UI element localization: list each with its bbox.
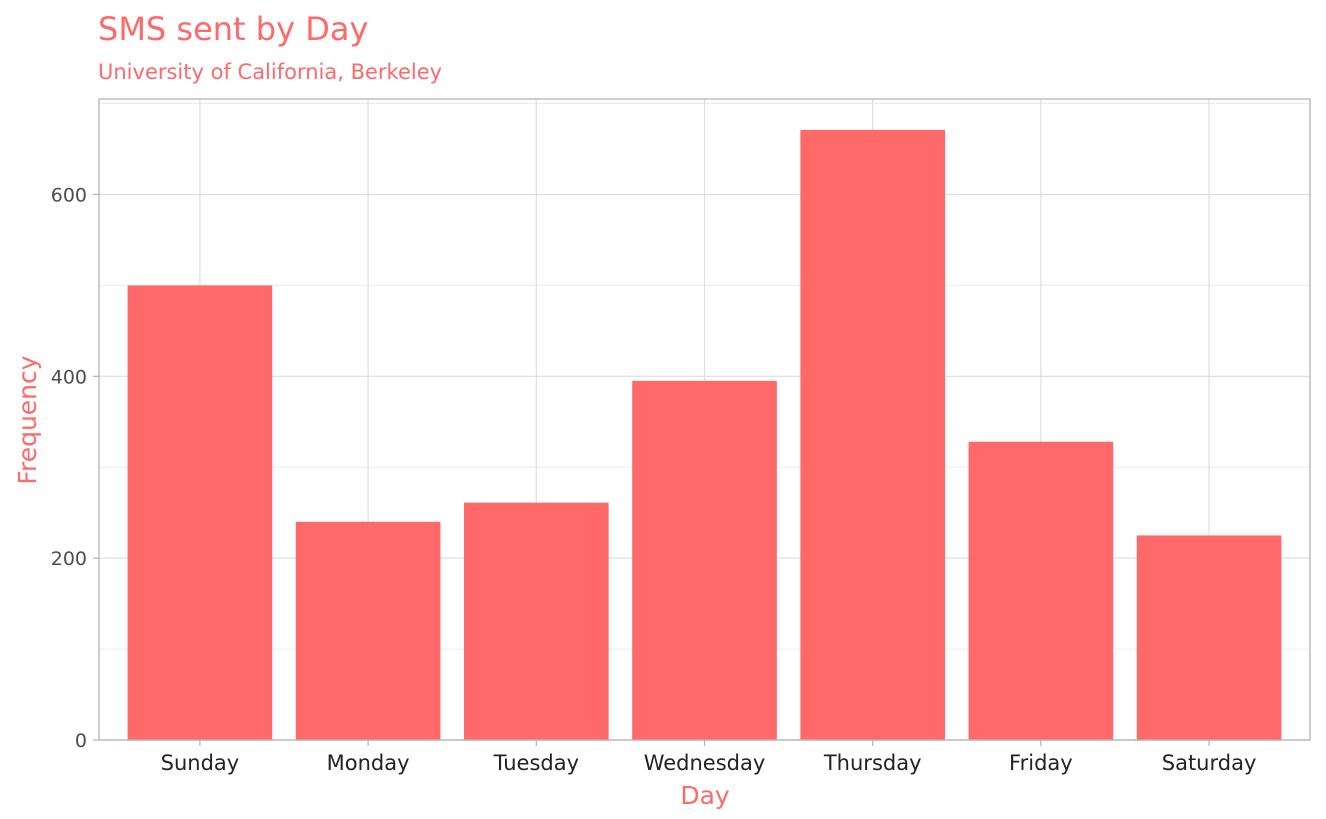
y-tick-label: 0 — [75, 730, 87, 752]
x-axis-title: Day — [680, 781, 730, 810]
bar-saturday — [1136, 535, 1282, 740]
x-tick-label-wednesday: Wednesday — [644, 751, 766, 775]
y-axis-title: Frequency — [13, 355, 42, 484]
y-axis-ticks: 0 200 400 600 — [51, 184, 99, 752]
x-tick-label-thursday: Thursday — [823, 751, 922, 775]
bars — [127, 129, 1282, 741]
y-tick-label: 600 — [51, 184, 87, 206]
x-tick-label-saturday: Saturday — [1162, 751, 1257, 775]
x-tick-label-friday: Friday — [1009, 751, 1073, 775]
bar-friday — [968, 441, 1114, 740]
bar-sunday — [127, 285, 273, 740]
x-axis-ticks: Sunday Monday Tuesday Wednesday Thursday Frid… — [161, 740, 1257, 775]
bar-monday — [295, 521, 441, 740]
chart-subtitle: University of California, Berkeley — [98, 60, 442, 84]
x-tick-label-sunday: Sunday — [161, 751, 240, 775]
chart-title: SMS sent by Day — [98, 10, 368, 48]
bar-thursday — [800, 129, 946, 741]
x-tick-label-monday: Monday — [327, 751, 410, 775]
bar-wednesday — [632, 380, 777, 740]
y-tick-label: 400 — [51, 366, 87, 388]
y-tick-label: 200 — [51, 548, 87, 570]
x-tick-label-tuesday: Tuesday — [493, 751, 579, 775]
bar-tuesday — [463, 502, 609, 740]
